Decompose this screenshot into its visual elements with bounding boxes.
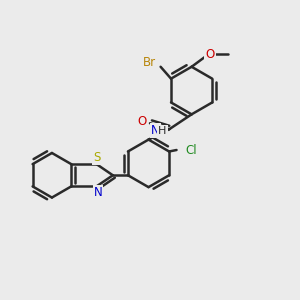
Text: O: O (206, 48, 215, 61)
Text: Br: Br (143, 56, 156, 69)
Text: S: S (93, 151, 101, 164)
Text: Cl: Cl (185, 143, 197, 157)
Text: N: N (151, 124, 160, 137)
Text: O: O (137, 115, 146, 128)
Text: N: N (94, 186, 102, 200)
Text: H: H (158, 126, 167, 136)
